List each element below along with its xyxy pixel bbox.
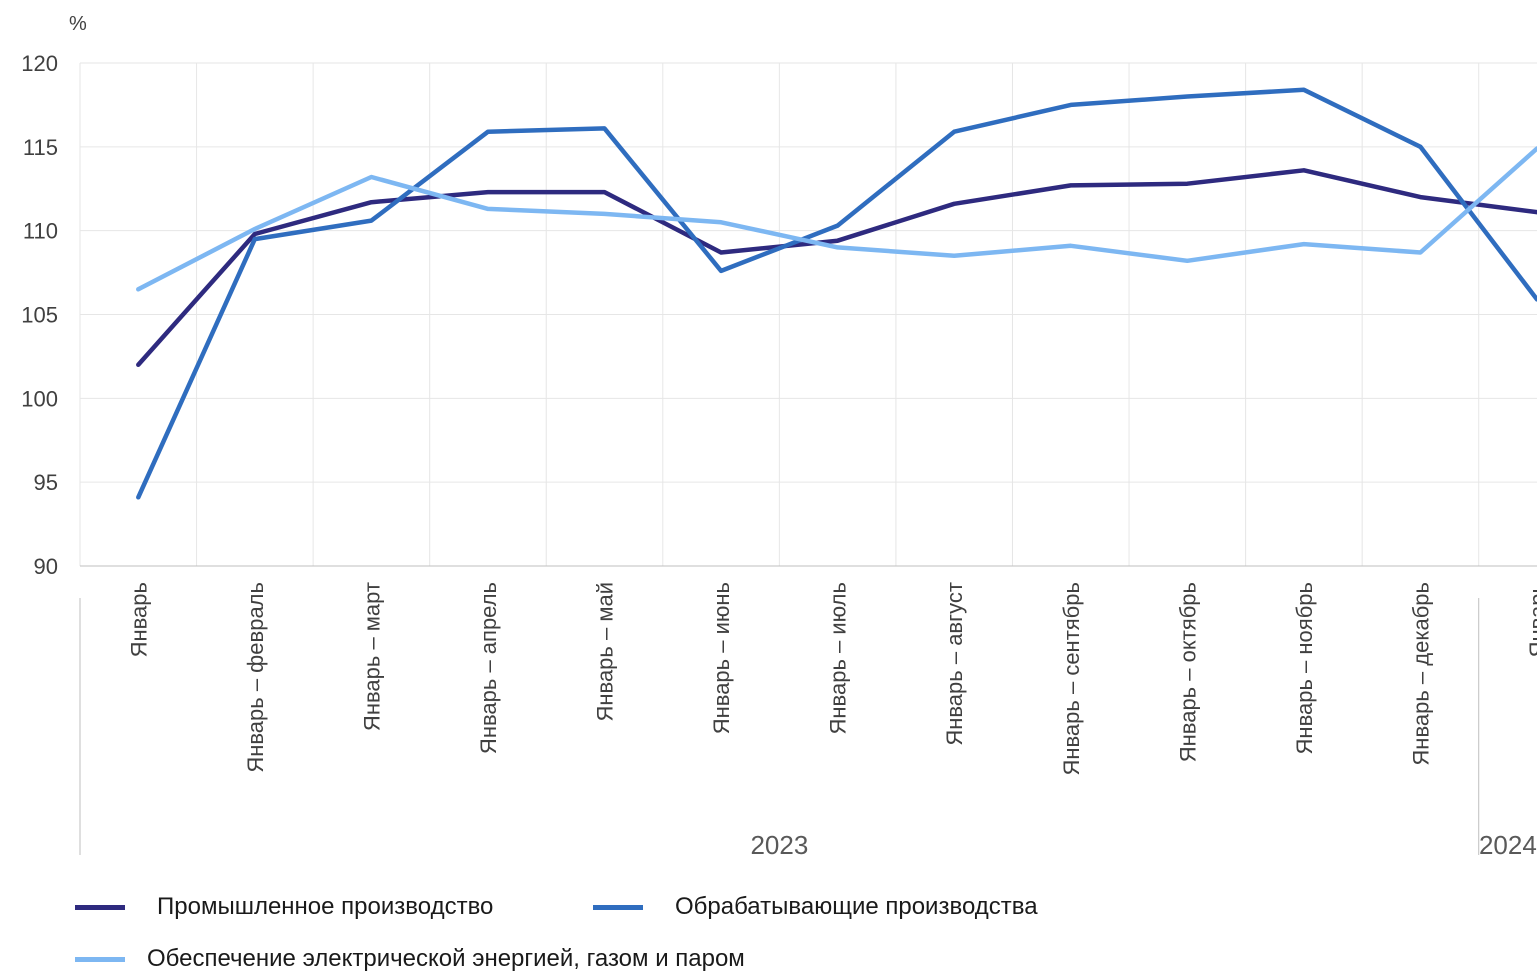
series-lines (136, 87, 1537, 500)
y-tick-label: 105 (21, 303, 58, 328)
y-axis: 90 95 100 105 110 115 120 (21, 51, 58, 579)
x-tick-label: Январь – август (942, 582, 967, 746)
x-tick-label: Январь – ноябрь (1292, 582, 1317, 754)
y-tick-label: 100 (21, 386, 58, 411)
legend-swatch-manufacturing (593, 904, 643, 910)
x-tick-label: Январь – июнь (709, 582, 734, 734)
x-tick-label: Январь – декабрь (1408, 582, 1433, 766)
legend-label-manufacturing: Обрабатывающие производства (675, 893, 1038, 920)
x-tick-label: Январь – сентябрь (1059, 582, 1084, 776)
series-line-1 (136, 168, 1537, 368)
x-tick-label: Январь (1525, 582, 1537, 657)
legend-swatch-industrial (75, 904, 125, 910)
legend-item-industrial: Промышленное производство (75, 893, 493, 921)
x-tick-label: Январь – июль (826, 582, 851, 734)
legend-label-industrial: Промышленное производство (157, 893, 494, 920)
legend-label-energy: Обеспечение электрической энергией, газо… (147, 945, 745, 972)
x-tick-label: Январь – май (593, 582, 618, 722)
grid-lines (79, 62, 1537, 566)
series-line-2 (136, 87, 1537, 500)
legend-item-manufacturing: Обрабатывающие производства (593, 893, 1038, 921)
legend-swatch-energy (75, 956, 125, 962)
x-group-label: 2023 (750, 830, 808, 860)
y-tick-label: 95 (34, 470, 58, 495)
x-tick-label: Январь – март (359, 582, 384, 731)
y-tick-label: 115 (23, 135, 58, 160)
y-tick-label: 110 (23, 219, 58, 244)
y-tick-label: 120 (21, 51, 58, 76)
x-group-label: 2024 (1479, 830, 1537, 860)
x-tick-label: Январь – апрель (476, 582, 501, 754)
legend-item-energy: Обеспечение электрической энергией, газо… (75, 945, 745, 973)
series-line-3 (136, 146, 1537, 292)
x-tick-label: Январь – февраль (243, 582, 268, 773)
x-tick-label: Январь (126, 582, 151, 657)
y-tick-label: 90 (34, 554, 58, 579)
y-axis-unit-label: % (69, 13, 87, 35)
x-axis: Январь Январь – февраль Январь – март Январ… (79, 565, 1537, 860)
x-tick-label: Январь – октябрь (1175, 582, 1200, 762)
